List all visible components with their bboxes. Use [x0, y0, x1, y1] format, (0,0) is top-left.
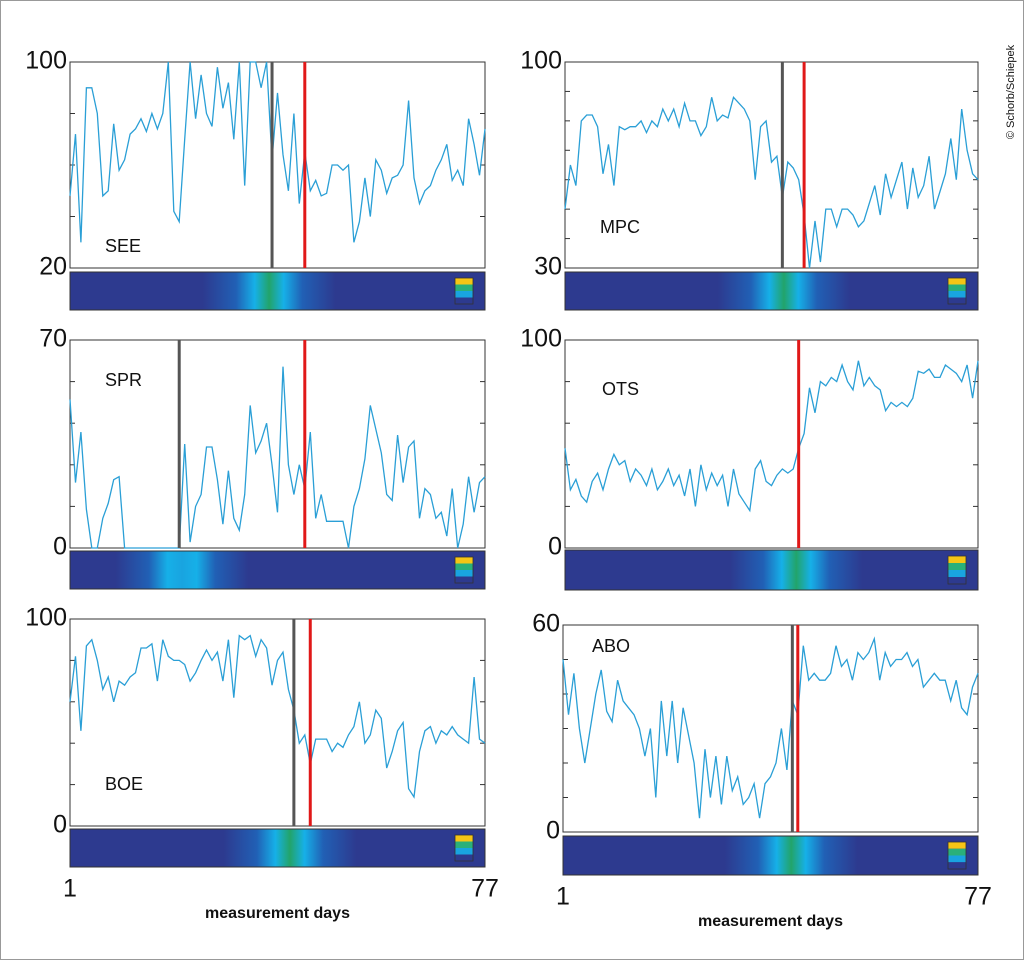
data-line [562, 636, 979, 819]
heat-bar [564, 271, 979, 311]
color-key [455, 576, 473, 583]
y-tick-label: 60 [532, 610, 560, 638]
heat-bar [562, 835, 979, 876]
heat-bar [69, 828, 486, 868]
color-key-frame [454, 834, 474, 862]
y-tick-label: 0 [546, 817, 560, 845]
color-key-frame [947, 555, 967, 585]
x-tick-label: 1 [63, 875, 77, 903]
color-key [948, 297, 966, 304]
color-key [455, 848, 473, 855]
color-key [455, 835, 473, 842]
data-line [564, 95, 979, 269]
color-key [455, 278, 473, 285]
color-key [948, 848, 966, 856]
plot-area [69, 618, 486, 827]
y-tick-label: 0 [53, 811, 67, 839]
color-key [948, 291, 966, 298]
panel-label: SEE [105, 236, 141, 256]
y-tick-label: 20 [39, 253, 67, 281]
color-key [455, 291, 473, 298]
color-key [455, 284, 473, 291]
color-key [948, 577, 966, 584]
color-key-frame [454, 277, 474, 305]
color-key [948, 563, 966, 570]
color-key [948, 862, 966, 869]
credit: © Schorb/Schiepek [1005, 44, 1017, 139]
color-key [948, 570, 966, 577]
x-tick-label: 77 [471, 875, 499, 903]
color-key [948, 855, 966, 863]
y-tick-label: 100 [520, 325, 562, 353]
plot-area [69, 339, 486, 549]
color-key [948, 284, 966, 291]
y-tick-label: 100 [25, 604, 67, 632]
x-tick-label: 77 [964, 883, 992, 911]
y-tick-label: 70 [39, 325, 67, 353]
y-tick-label: 0 [53, 533, 67, 561]
color-key [455, 563, 473, 570]
color-key-frame [454, 556, 474, 584]
plot-area [564, 339, 979, 549]
color-key-frame [947, 841, 967, 870]
panel-label: MPC [600, 217, 640, 237]
plot-area [562, 624, 979, 833]
panel-label: BOE [105, 774, 143, 794]
color-key [948, 842, 966, 849]
panel-label: OTS [602, 379, 639, 399]
y-tick-label: 0 [548, 533, 562, 561]
data-line [69, 634, 486, 799]
color-key [455, 570, 473, 577]
color-key [455, 557, 473, 564]
color-key [948, 556, 966, 563]
y-tick-label: 100 [25, 47, 67, 75]
heat-bar [69, 271, 486, 311]
color-key-frame [947, 277, 967, 305]
panel-label: ABO [592, 636, 630, 656]
x-axis-label: measurement days [205, 905, 350, 922]
color-key [455, 297, 473, 304]
color-key [948, 278, 966, 285]
color-key [455, 854, 473, 861]
color-key [455, 841, 473, 848]
heat-bar [69, 550, 486, 590]
data-line [69, 366, 486, 549]
x-tick-label: 1 [556, 883, 570, 911]
plot-area [564, 61, 979, 269]
x-axis-label: measurement days [698, 913, 843, 930]
data-line [564, 360, 979, 513]
y-tick-label: 30 [534, 253, 562, 281]
panel-label: SPR [105, 370, 142, 390]
y-tick-label: 100 [520, 47, 562, 75]
heat-bar [564, 549, 979, 591]
data-line [69, 61, 486, 243]
